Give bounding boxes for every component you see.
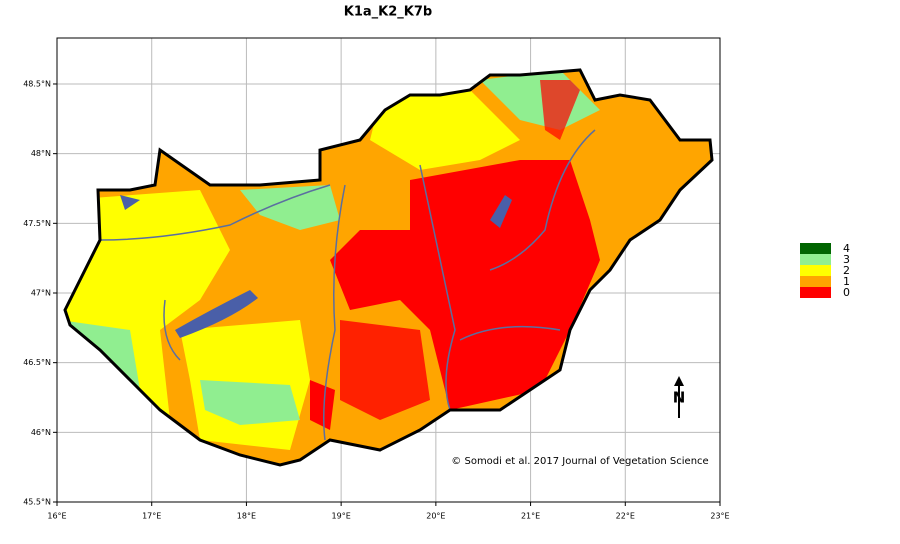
legend-label: 2 — [843, 264, 850, 277]
legend-label: 3 — [843, 253, 850, 266]
legend-swatch — [800, 276, 831, 287]
y-tick-label: 47°N — [31, 288, 51, 297]
y-tick-label: 48.5°N — [23, 79, 51, 88]
x-tick-label: 23°E — [710, 512, 729, 521]
legend-swatch — [800, 287, 831, 298]
y-tick-label: 46°N — [31, 428, 51, 437]
x-tick-label: 19°E — [332, 512, 351, 521]
y-tick-label: 45.5°N — [23, 498, 51, 507]
x-tick-label: 17°E — [142, 512, 161, 521]
x-tick-label: 20°E — [426, 512, 445, 521]
x-tick-label: 22°E — [616, 512, 635, 521]
habitat-raster — [65, 70, 712, 465]
north-label: N — [673, 389, 686, 407]
legend-swatch — [800, 254, 831, 265]
legend-swatch — [800, 243, 831, 254]
legend-swatch — [800, 265, 831, 276]
x-tick-label: 18°E — [237, 512, 256, 521]
x-tick-label: 16°E — [47, 512, 66, 521]
y-tick-label: 46.5°N — [23, 358, 51, 367]
x-tick-label: 21°E — [521, 512, 540, 521]
legend-label: 1 — [843, 275, 850, 288]
y-tick-label: 48°N — [31, 149, 51, 158]
map-title: K1a_K2_K7b — [344, 5, 432, 20]
legend-label: 4 — [843, 242, 850, 255]
credit: © Somodi et al. 2017 Journal of Vegetati… — [451, 456, 708, 467]
map-frame — [56, 37, 721, 503]
legend-label: 0 — [843, 286, 850, 299]
y-tick-label: 47.5°N — [23, 219, 51, 228]
north-arrow: N — [673, 376, 686, 418]
